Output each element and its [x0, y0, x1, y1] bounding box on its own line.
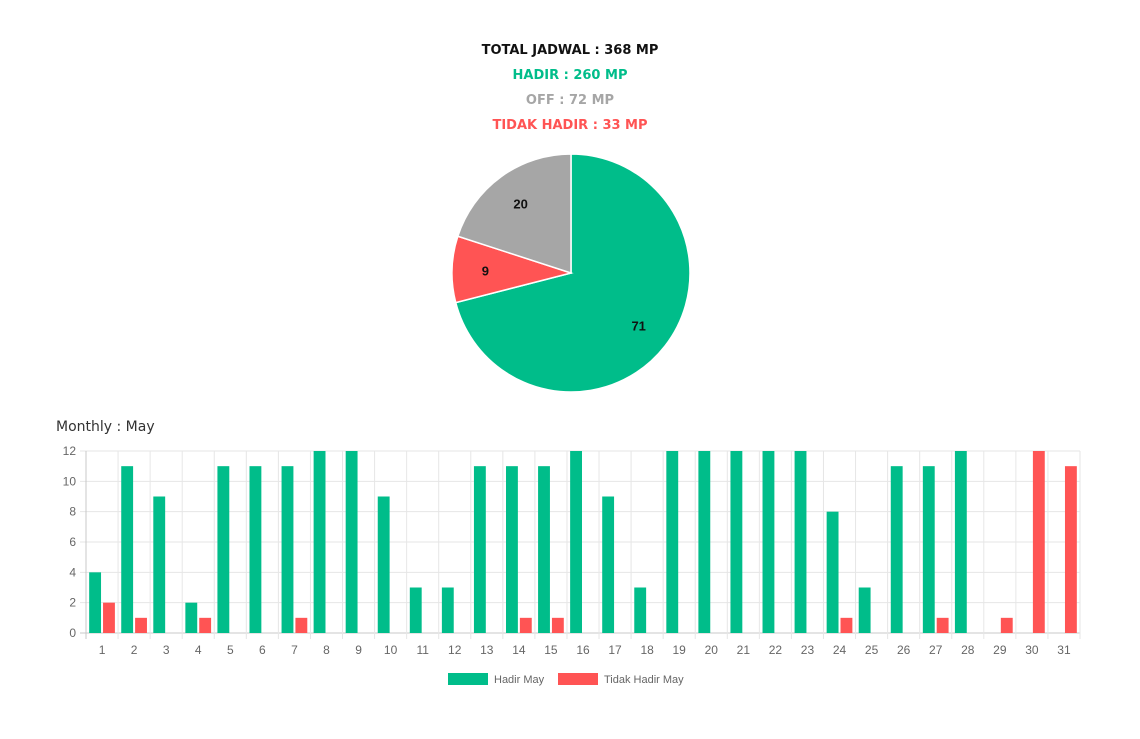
x-tick-label: 22	[769, 643, 783, 657]
x-tick-label: 27	[929, 643, 943, 657]
legend-swatch-1[interactable]	[558, 673, 598, 685]
pie-slice-label-0: 71	[631, 319, 645, 334]
bar-hadir-15	[538, 466, 550, 633]
bar-hadir-13	[473, 466, 486, 633]
bar-hadir-12	[441, 587, 454, 633]
bar-tidak-hadir-31	[1064, 466, 1077, 633]
tidak-hadir-label: TIDAK HADIR : 33 MP	[492, 118, 648, 133]
bar-tidak-hadir-1	[103, 602, 115, 633]
bar-hadir-10	[377, 496, 390, 633]
bar-hadir-7	[281, 466, 294, 633]
x-tick-label: 19	[673, 643, 687, 657]
y-tick-label: 0	[69, 626, 76, 640]
bar-hadir-5	[217, 466, 230, 633]
legend-label-0[interactable]: Hadir May	[494, 674, 545, 686]
bar-hadir-25	[858, 587, 871, 633]
bar-hadir-23	[794, 451, 807, 633]
x-tick-label: 12	[448, 643, 462, 657]
x-tick-label: 17	[608, 643, 622, 657]
bar-tidak-hadir-14	[519, 617, 532, 633]
bar-hadir-17	[602, 496, 615, 633]
bar-tidak-hadir-29	[1000, 617, 1013, 633]
bar-hadir-6	[249, 466, 262, 633]
bar-hadir-27	[922, 466, 935, 633]
x-tick-label: 2	[131, 643, 138, 657]
bar-tidak-hadir-30	[1032, 451, 1045, 633]
legend-label-1[interactable]: Tidak Hadir May	[604, 674, 684, 686]
x-tick-label: 30	[1025, 643, 1039, 657]
x-tick-label: 21	[737, 643, 751, 657]
x-tick-label: 8	[323, 643, 330, 657]
x-tick-label: 15	[544, 643, 558, 657]
bar-hadir-9	[345, 451, 358, 633]
bar-hadir-20	[698, 451, 711, 633]
bar-hadir-2	[121, 466, 134, 633]
y-tick-label: 8	[69, 505, 76, 519]
pie-slice-2	[456, 153, 572, 275]
bar-hadir-26	[890, 466, 903, 633]
x-tick-label: 31	[1057, 643, 1071, 657]
x-tick-label: 25	[865, 643, 879, 657]
attendance-pie-chart: 71 9 20	[451, 153, 691, 393]
x-tick-label: 1	[99, 643, 106, 657]
y-tick-label: 10	[63, 474, 77, 488]
x-tick-label: 7	[291, 643, 298, 657]
x-tick-label: 20	[705, 643, 719, 657]
x-tick-label: 26	[897, 643, 911, 657]
summary-block: TOTAL JADWAL : 368 MP HADIR : 260 MP OFF…	[0, 42, 1140, 142]
x-tick-label: 24	[833, 643, 847, 657]
legend-swatch-0[interactable]	[448, 673, 488, 685]
off-label: OFF : 72 MP	[525, 93, 615, 108]
bar-hadir-22	[762, 451, 775, 633]
bar-hadir-14	[506, 466, 518, 633]
x-tick-label: 11	[416, 643, 429, 657]
x-tick-label: 28	[961, 643, 975, 657]
bar-hadir-11	[409, 587, 422, 633]
bar-hadir-19	[666, 451, 679, 633]
monthly-title: Monthly : May	[56, 419, 155, 435]
x-tick-label: 9	[355, 643, 362, 657]
x-tick-label: 13	[480, 643, 494, 657]
bar-hadir-3	[153, 496, 166, 633]
y-tick-label: 6	[69, 535, 76, 549]
bar-tidak-hadir-2	[135, 617, 147, 633]
bar-hadir-24	[826, 511, 839, 633]
bar-tidak-hadir-15	[551, 617, 564, 633]
bar-hadir-8	[313, 451, 326, 633]
y-tick-label: 4	[69, 565, 76, 579]
total-jadwal-label: TOTAL JADWAL : 368 MP	[481, 43, 659, 58]
bar-hadir-18	[634, 587, 647, 633]
y-tick-label: 12	[63, 444, 77, 458]
x-tick-label: 6	[259, 643, 266, 657]
x-tick-label: 16	[576, 643, 590, 657]
bar-tidak-hadir-4	[199, 617, 212, 633]
x-tick-label: 18	[640, 643, 654, 657]
pie-slice-label-2: 20	[513, 197, 527, 212]
bar-hadir-1	[89, 572, 102, 633]
bar-tidak-hadir-27	[936, 617, 949, 633]
bar-hadir-16	[570, 451, 582, 633]
x-tick-label: 5	[227, 643, 234, 657]
y-tick-label: 2	[69, 596, 76, 610]
bar-hadir-21	[730, 451, 743, 633]
bar-tidak-hadir-7	[295, 617, 308, 633]
bar-tidak-hadir-24	[840, 617, 853, 633]
x-tick-label: 23	[801, 643, 815, 657]
bar-hadir-4	[185, 602, 198, 633]
x-tick-label: 10	[384, 643, 398, 657]
x-tick-label: 3	[163, 643, 170, 657]
x-tick-label: 29	[993, 643, 1007, 657]
x-tick-label: 14	[512, 643, 526, 657]
bar-hadir-28	[954, 451, 967, 633]
hadir-label: HADIR : 260 MP	[512, 68, 628, 83]
pie-slice-label-1: 9	[482, 263, 489, 278]
x-tick-label: 4	[195, 643, 202, 657]
